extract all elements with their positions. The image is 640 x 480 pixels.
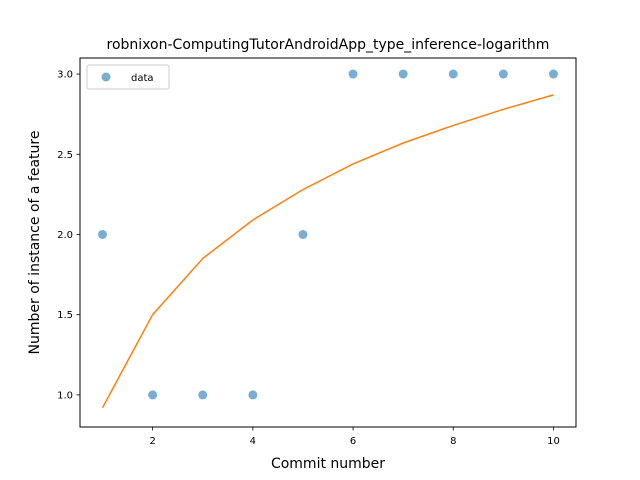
data-point — [98, 229, 108, 239]
data-point — [348, 69, 358, 79]
x-tick-label: 4 — [250, 436, 256, 447]
legend-label: data — [131, 73, 154, 84]
y-tick-label: 2.5 — [57, 150, 73, 161]
data-point — [548, 69, 558, 79]
plot-area — [98, 69, 558, 409]
data-point — [448, 69, 458, 79]
legend-box — [86, 64, 170, 90]
data-point — [498, 69, 508, 79]
y-axis: 1.0 1.5 2.0 2.5 3.0 — [57, 70, 80, 401]
x-tick-label: 2 — [149, 436, 155, 447]
data-point — [398, 69, 408, 79]
y-tick-label: 2.0 — [57, 230, 73, 241]
data-point — [198, 390, 208, 400]
plot-frame — [79, 57, 577, 428]
y-axis-title: Number of instance of a feature — [27, 131, 43, 355]
fit-line — [101, 94, 554, 409]
chart-title: robnixon-ComputingTutorAndroidApp_type_i… — [107, 37, 550, 53]
data-point — [148, 390, 158, 400]
y-tick-label: 1.5 — [57, 310, 73, 321]
x-tick-label: 10 — [547, 436, 560, 447]
legend-marker — [101, 72, 111, 82]
y-tick-label: 1.0 — [57, 390, 73, 401]
x-tick-label: 6 — [350, 436, 356, 447]
data-point — [248, 390, 258, 400]
y-tick-label: 3.0 — [57, 70, 73, 81]
x-tick-label: 8 — [450, 436, 456, 447]
legend: data — [86, 64, 170, 90]
x-axis: 2 4 6 8 10 — [149, 427, 560, 447]
x-axis-title: Commit number — [271, 456, 385, 472]
data-point — [298, 229, 308, 239]
